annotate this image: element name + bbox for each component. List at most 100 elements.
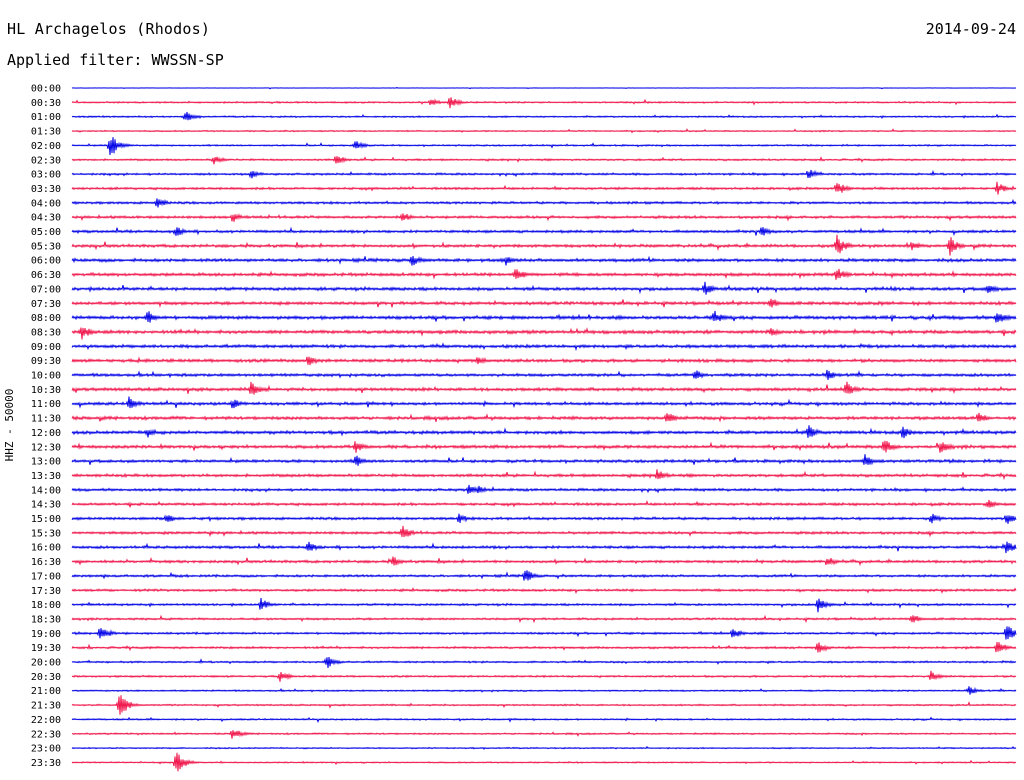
time-label: 00:00 bbox=[31, 84, 61, 95]
time-label: 04:00 bbox=[31, 198, 61, 209]
time-label: 20:30 bbox=[31, 672, 61, 683]
time-label: 19:30 bbox=[31, 643, 61, 654]
trace-line bbox=[71, 440, 1017, 453]
time-label: 13:30 bbox=[31, 471, 61, 482]
trace-line bbox=[71, 499, 1017, 508]
trace-line bbox=[71, 412, 1017, 423]
time-label: 00:30 bbox=[31, 98, 61, 109]
trace-line bbox=[71, 213, 1017, 222]
trace-line bbox=[71, 128, 1017, 134]
trace-line bbox=[71, 111, 1017, 121]
trace-line bbox=[71, 255, 1017, 266]
trace-line bbox=[71, 454, 1017, 466]
trace-line bbox=[71, 716, 1017, 723]
time-label: 08:30 bbox=[31, 327, 61, 338]
trace-line bbox=[71, 614, 1017, 624]
trace-line bbox=[71, 598, 1017, 613]
time-label: 21:30 bbox=[31, 701, 61, 712]
trace-line bbox=[71, 626, 1017, 640]
trace-line bbox=[71, 356, 1017, 366]
time-label: 10:00 bbox=[31, 371, 61, 382]
time-label: 16:00 bbox=[31, 543, 61, 554]
time-label: 22:00 bbox=[31, 715, 61, 726]
time-label: 02:00 bbox=[31, 141, 61, 152]
trace-line bbox=[71, 686, 1017, 695]
time-label: 05:30 bbox=[31, 241, 61, 252]
time-label: 07:00 bbox=[31, 284, 61, 295]
trace-line bbox=[71, 745, 1017, 750]
trace-line bbox=[71, 97, 1017, 109]
trace-line bbox=[71, 541, 1017, 554]
time-label: 16:30 bbox=[31, 557, 61, 568]
trace-line bbox=[71, 525, 1017, 538]
time-label: 09:30 bbox=[31, 356, 61, 367]
time-label: 18:00 bbox=[31, 600, 61, 611]
time-label: 03:00 bbox=[31, 170, 61, 181]
trace-line bbox=[71, 656, 1017, 669]
time-label: 17:30 bbox=[31, 586, 61, 597]
trace-line bbox=[71, 752, 1017, 772]
trace-line bbox=[71, 556, 1017, 567]
trace-line bbox=[71, 234, 1017, 256]
time-label: 04:30 bbox=[31, 213, 61, 224]
trace-line bbox=[71, 137, 1017, 155]
time-label: 19:00 bbox=[31, 629, 61, 640]
trace-line bbox=[71, 310, 1017, 323]
time-label: 06:00 bbox=[31, 256, 61, 267]
time-label: 01:00 bbox=[31, 112, 61, 123]
trace-line bbox=[71, 587, 1017, 595]
time-label: 01:30 bbox=[31, 127, 61, 138]
trace-line bbox=[71, 86, 1017, 90]
station-title: HL Archagelos (Rhodos) bbox=[7, 20, 211, 38]
time-label: 14:30 bbox=[31, 500, 61, 511]
trace-line bbox=[71, 513, 1017, 524]
time-label: 17:00 bbox=[31, 571, 61, 582]
time-label: 09:00 bbox=[31, 342, 61, 353]
trace-line bbox=[71, 670, 1017, 682]
trace-line bbox=[71, 181, 1017, 195]
filter-label: Applied filter: WWSSN-SP bbox=[7, 51, 224, 69]
trace-line bbox=[71, 169, 1017, 179]
date-label: 2014-09-24 bbox=[925, 20, 1016, 38]
time-label: 03:30 bbox=[31, 184, 61, 195]
trace-line bbox=[71, 198, 1017, 208]
trace-line bbox=[71, 695, 1017, 715]
time-label: 11:00 bbox=[31, 399, 61, 410]
channel-label: HHZ - 50000 bbox=[3, 389, 16, 462]
time-label: 14:00 bbox=[31, 485, 61, 496]
time-label: 06:30 bbox=[31, 270, 61, 281]
trace-line bbox=[71, 484, 1017, 494]
trace-line bbox=[71, 156, 1017, 165]
time-label: 05:00 bbox=[31, 227, 61, 238]
trace-rows: 00:00 00:30 01:00 01:30 02:00 02:30 03:00 03:30… bbox=[31, 84, 1017, 772]
time-label: 21:00 bbox=[31, 686, 61, 697]
time-label: 02:30 bbox=[31, 155, 61, 166]
time-label: 11:30 bbox=[31, 414, 61, 425]
trace-line bbox=[71, 281, 1017, 295]
trace-line bbox=[71, 342, 1017, 352]
time-label: 12:30 bbox=[31, 442, 61, 453]
time-label: 13:00 bbox=[31, 457, 61, 468]
trace-line bbox=[71, 570, 1017, 581]
trace-line bbox=[71, 381, 1017, 395]
trace-line bbox=[71, 298, 1017, 308]
trace-line bbox=[71, 730, 1017, 739]
time-label: 15:00 bbox=[31, 514, 61, 525]
time-label: 23:00 bbox=[31, 744, 61, 755]
time-label: 15:30 bbox=[31, 528, 61, 539]
time-label: 10:30 bbox=[31, 385, 61, 396]
trace-line bbox=[71, 641, 1017, 653]
trace-line bbox=[71, 425, 1017, 439]
time-label: 20:00 bbox=[31, 658, 61, 669]
time-label: 07:30 bbox=[31, 299, 61, 310]
time-label: 22:30 bbox=[31, 729, 61, 740]
trace-line bbox=[71, 327, 1017, 340]
trace-line bbox=[71, 268, 1017, 280]
time-label: 23:30 bbox=[31, 758, 61, 769]
trace-line bbox=[71, 469, 1017, 481]
trace-line bbox=[71, 396, 1017, 409]
time-label: 12:00 bbox=[31, 428, 61, 439]
trace-line bbox=[71, 369, 1017, 381]
time-label: 18:30 bbox=[31, 614, 61, 625]
